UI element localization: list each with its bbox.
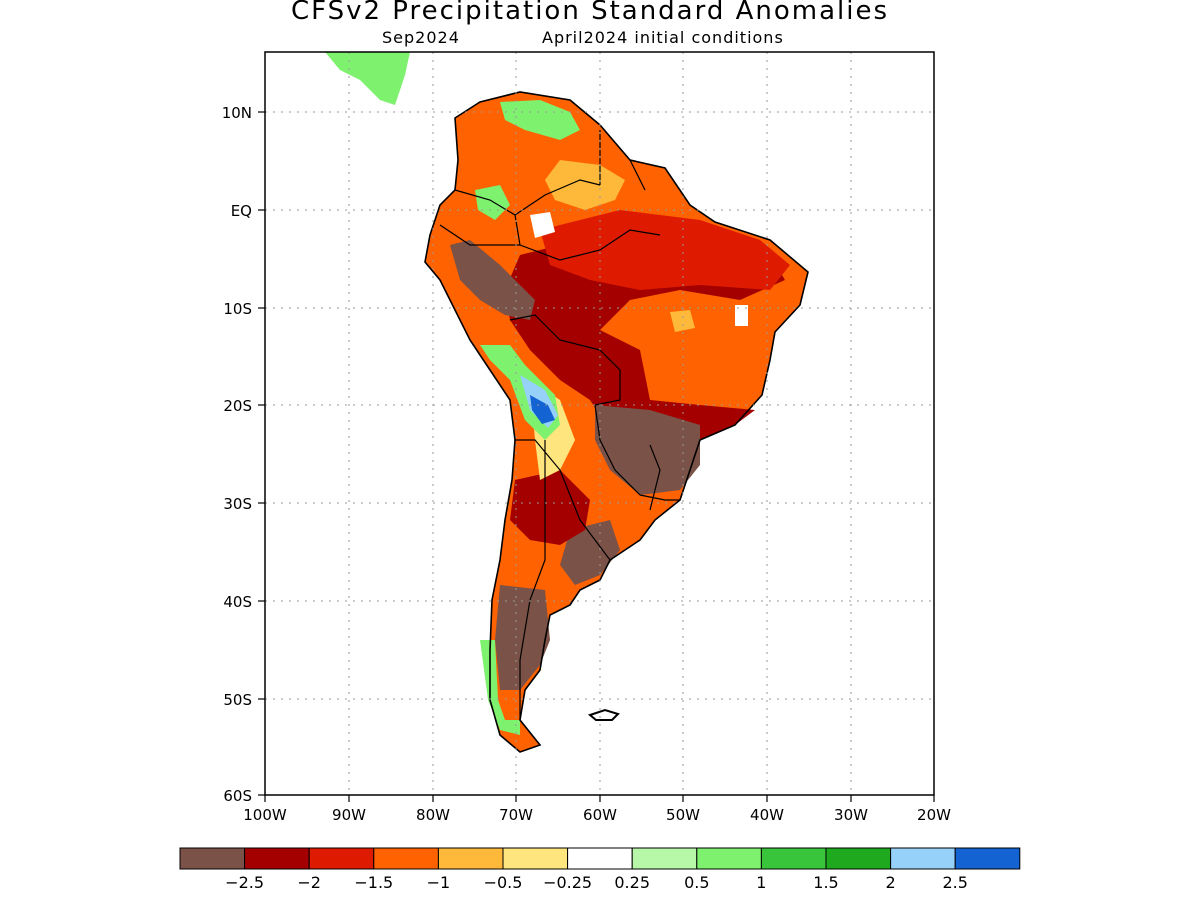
colorbar-swatch [890,847,956,870]
lat-label: 20S [223,397,252,415]
colorbar-swatch [760,847,827,870]
lon-label: 50W [666,806,700,824]
colorbar: −2.5 −2 −1.5 −1 −0.5 −0.25 0.25 0.5 1 1.5 2 2.5 [179,847,1021,892]
colorbar-swatch [502,847,569,870]
colorbar-label: 2.5 [942,873,967,892]
anomaly-zone [540,210,790,290]
colorbar-label: −2 [297,873,321,892]
lat-label: 30S [223,495,252,513]
colorbar-label: 1 [756,873,766,892]
lon-label: 80W [416,806,450,824]
lat-label: 10S [223,300,252,318]
central-america-land [325,52,410,105]
lon-label: 70W [499,806,533,824]
colorbar-swatch [567,847,633,870]
colorbar-label: −0.5 [484,873,523,892]
coastline [424,91,809,753]
colorbar-label: −1 [427,873,451,892]
lat-label: 50S [223,691,252,709]
anomaly-zone [735,305,748,326]
anomaly-zone [530,395,555,424]
anomaly-field [325,52,809,753]
anomaly-zone [545,160,625,210]
anomaly-zone [530,212,555,238]
colorbar-label: 1.5 [813,873,838,892]
falklands [587,708,620,721]
colorbar-label: 2 [886,873,896,892]
lat-label: 10N [222,104,252,122]
colorbar-label: −1.5 [354,873,393,892]
colorbar-swatch [373,847,439,870]
map-title: CFSv2 Precipitation Standard Anomalies [290,0,890,26]
colorbar-swatch [696,847,762,870]
anomaly-zone [595,405,700,495]
anomaly-zone [510,470,590,545]
lat-label: 40S [223,593,252,611]
colorbar-label: 0.25 [614,873,650,892]
lon-label: 30W [834,806,868,824]
lon-label: 100W [243,806,287,824]
colorbar-swatch [437,847,504,870]
lon-label: 40W [750,806,784,824]
colorbar-label: −0.25 [543,873,592,892]
colorbar-swatch [631,847,698,870]
colorbar-swatch [244,847,310,870]
colorbar-swatch [179,847,246,870]
initial-conditions: April2024 initial conditions [542,28,784,47]
anomaly-zone [450,240,535,320]
colorbar-label: −2.5 [225,873,264,892]
lat-label: 60S [223,787,252,805]
axis-ticks [258,111,935,802]
lat-label: EQ [231,202,252,220]
colorbar-swatch [825,847,892,870]
anomaly-zone [505,240,785,445]
lon-label: 90W [332,806,366,824]
anomaly-zone [495,585,550,690]
forecast-month: Sep2024 [382,28,460,47]
colorbar-swatch [308,847,375,870]
anomaly-zone [500,100,580,140]
anomaly-zone [670,310,695,332]
anomaly-zone [475,185,510,220]
colorbar-swatch [954,847,1021,870]
lon-label: 20W [917,806,951,824]
lon-label: 60W [583,806,617,824]
colorbar-label: 0.5 [684,873,709,892]
